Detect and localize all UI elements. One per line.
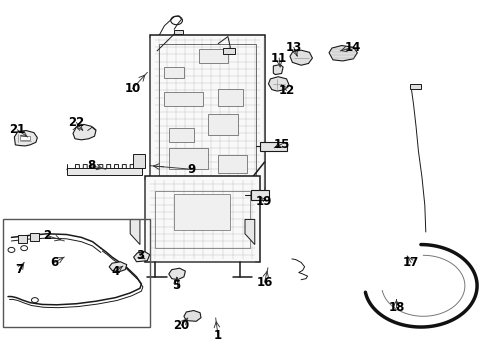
Bar xyxy=(164,67,184,78)
Text: 15: 15 xyxy=(273,138,290,150)
Text: 19: 19 xyxy=(255,195,272,208)
Bar xyxy=(30,233,39,241)
Bar xyxy=(20,135,30,140)
Bar xyxy=(198,49,228,63)
Text: 5: 5 xyxy=(172,279,181,292)
Circle shape xyxy=(21,246,27,251)
Bar xyxy=(218,89,243,107)
Bar xyxy=(3,220,150,327)
Bar xyxy=(159,44,256,182)
Bar xyxy=(164,92,203,107)
Circle shape xyxy=(31,298,38,303)
Polygon shape xyxy=(169,268,185,280)
Circle shape xyxy=(8,247,15,252)
Text: 10: 10 xyxy=(124,82,141,95)
Bar xyxy=(150,35,265,191)
Bar xyxy=(174,194,230,230)
Text: 17: 17 xyxy=(403,256,419,269)
Bar xyxy=(169,128,194,142)
Bar xyxy=(155,191,250,248)
Polygon shape xyxy=(109,262,127,272)
Text: 11: 11 xyxy=(271,51,287,64)
Polygon shape xyxy=(130,220,140,244)
Text: 16: 16 xyxy=(256,276,273,289)
Polygon shape xyxy=(269,77,289,91)
Bar xyxy=(218,155,247,173)
Bar xyxy=(251,190,270,200)
Text: 3: 3 xyxy=(136,249,144,262)
Polygon shape xyxy=(14,131,37,146)
Bar xyxy=(260,141,287,150)
Polygon shape xyxy=(329,45,357,61)
Text: 4: 4 xyxy=(111,265,120,278)
Polygon shape xyxy=(245,220,255,244)
Text: 12: 12 xyxy=(278,84,294,97)
Text: 20: 20 xyxy=(173,319,190,332)
Polygon shape xyxy=(290,50,313,65)
Text: 6: 6 xyxy=(50,256,59,269)
Text: 9: 9 xyxy=(187,163,196,176)
Text: 8: 8 xyxy=(87,159,95,172)
Text: 18: 18 xyxy=(388,301,405,314)
Polygon shape xyxy=(73,125,96,140)
Bar xyxy=(169,148,208,169)
Polygon shape xyxy=(184,311,201,321)
Text: 14: 14 xyxy=(344,41,361,54)
Bar xyxy=(145,176,260,262)
Bar xyxy=(208,114,238,135)
Bar xyxy=(410,84,421,89)
Text: 22: 22 xyxy=(68,116,85,129)
Bar xyxy=(174,30,183,34)
Text: 1: 1 xyxy=(214,329,222,342)
Polygon shape xyxy=(134,252,150,262)
Text: 21: 21 xyxy=(9,123,25,136)
Bar xyxy=(18,235,26,243)
Polygon shape xyxy=(273,64,283,75)
Bar xyxy=(133,154,145,168)
Text: 13: 13 xyxy=(286,41,302,54)
Text: 2: 2 xyxy=(43,229,51,242)
Bar xyxy=(67,168,143,175)
Text: 7: 7 xyxy=(15,263,24,276)
Bar xyxy=(223,48,235,54)
